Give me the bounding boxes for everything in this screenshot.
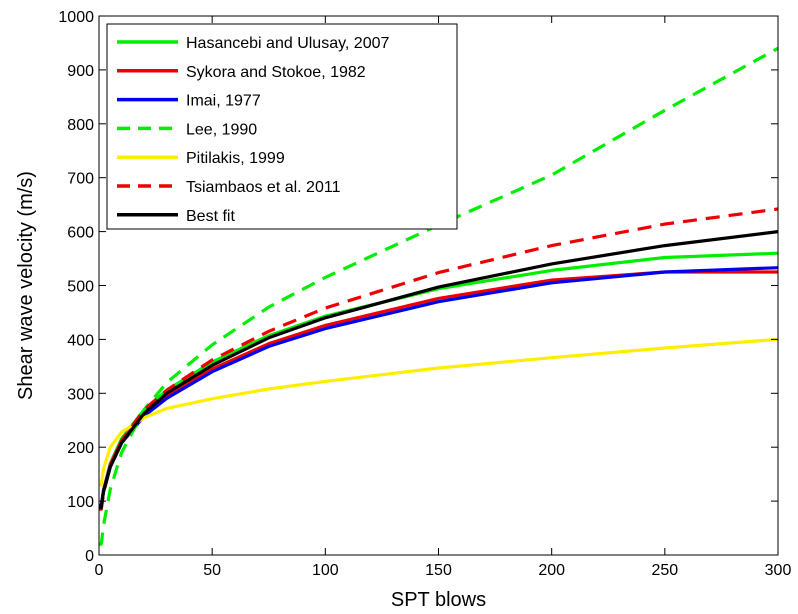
series-layer [99,46,779,546]
x-tick-label: 150 [425,562,452,579]
y-tick-label: 900 [67,63,94,80]
x-tick-label: 200 [538,562,565,579]
y-tick-label: 600 [67,225,94,242]
x-tick-label: 50 [203,562,221,579]
series-line-7 [99,230,779,510]
x-tick-label: 300 [765,562,792,579]
y-tick-label: 200 [67,440,94,457]
x-tick-label: 0 [95,562,104,579]
series-line-5 [99,337,779,487]
y-tick-label: 0 [85,548,94,565]
y-tick-label: 800 [67,117,94,134]
legend-label: Imai, 1977 [186,93,261,110]
x-tick-label: 100 [312,562,339,579]
legend-label: Tsiambaos et al. 2011 [186,179,341,196]
y-tick-label: 700 [67,171,94,188]
legend-box [106,23,458,230]
tick-layer: 0 50 100 150 200 250 300 0 100 200 300 400 500 600 700… [58,9,791,579]
legend-label: Lee, 1990 [186,121,257,138]
y-tick-label: 300 [67,386,94,403]
x-axis-title: SPT blows [391,589,486,611]
legend-label: Sykora and Stokoe, 1982 [186,64,366,81]
y-tick-label: 100 [67,494,94,511]
legend-label: Best fit [186,208,235,225]
y-tick-label: 500 [67,279,94,296]
y-tick-label: 1000 [58,9,94,26]
x-tick-label: 250 [651,562,678,579]
legend: Hasancebi and Ulusay, 2007 Sykora and Sto… [106,23,458,230]
legend-label: Pitilakis, 1999 [186,150,285,167]
legend-label: Hasancebi and Ulusay, 2007 [186,35,389,52]
y-axis-title: Shear wave velocity (m/s) [15,171,37,400]
series-line-4 [99,46,779,546]
y-tick-label: 400 [67,332,94,349]
